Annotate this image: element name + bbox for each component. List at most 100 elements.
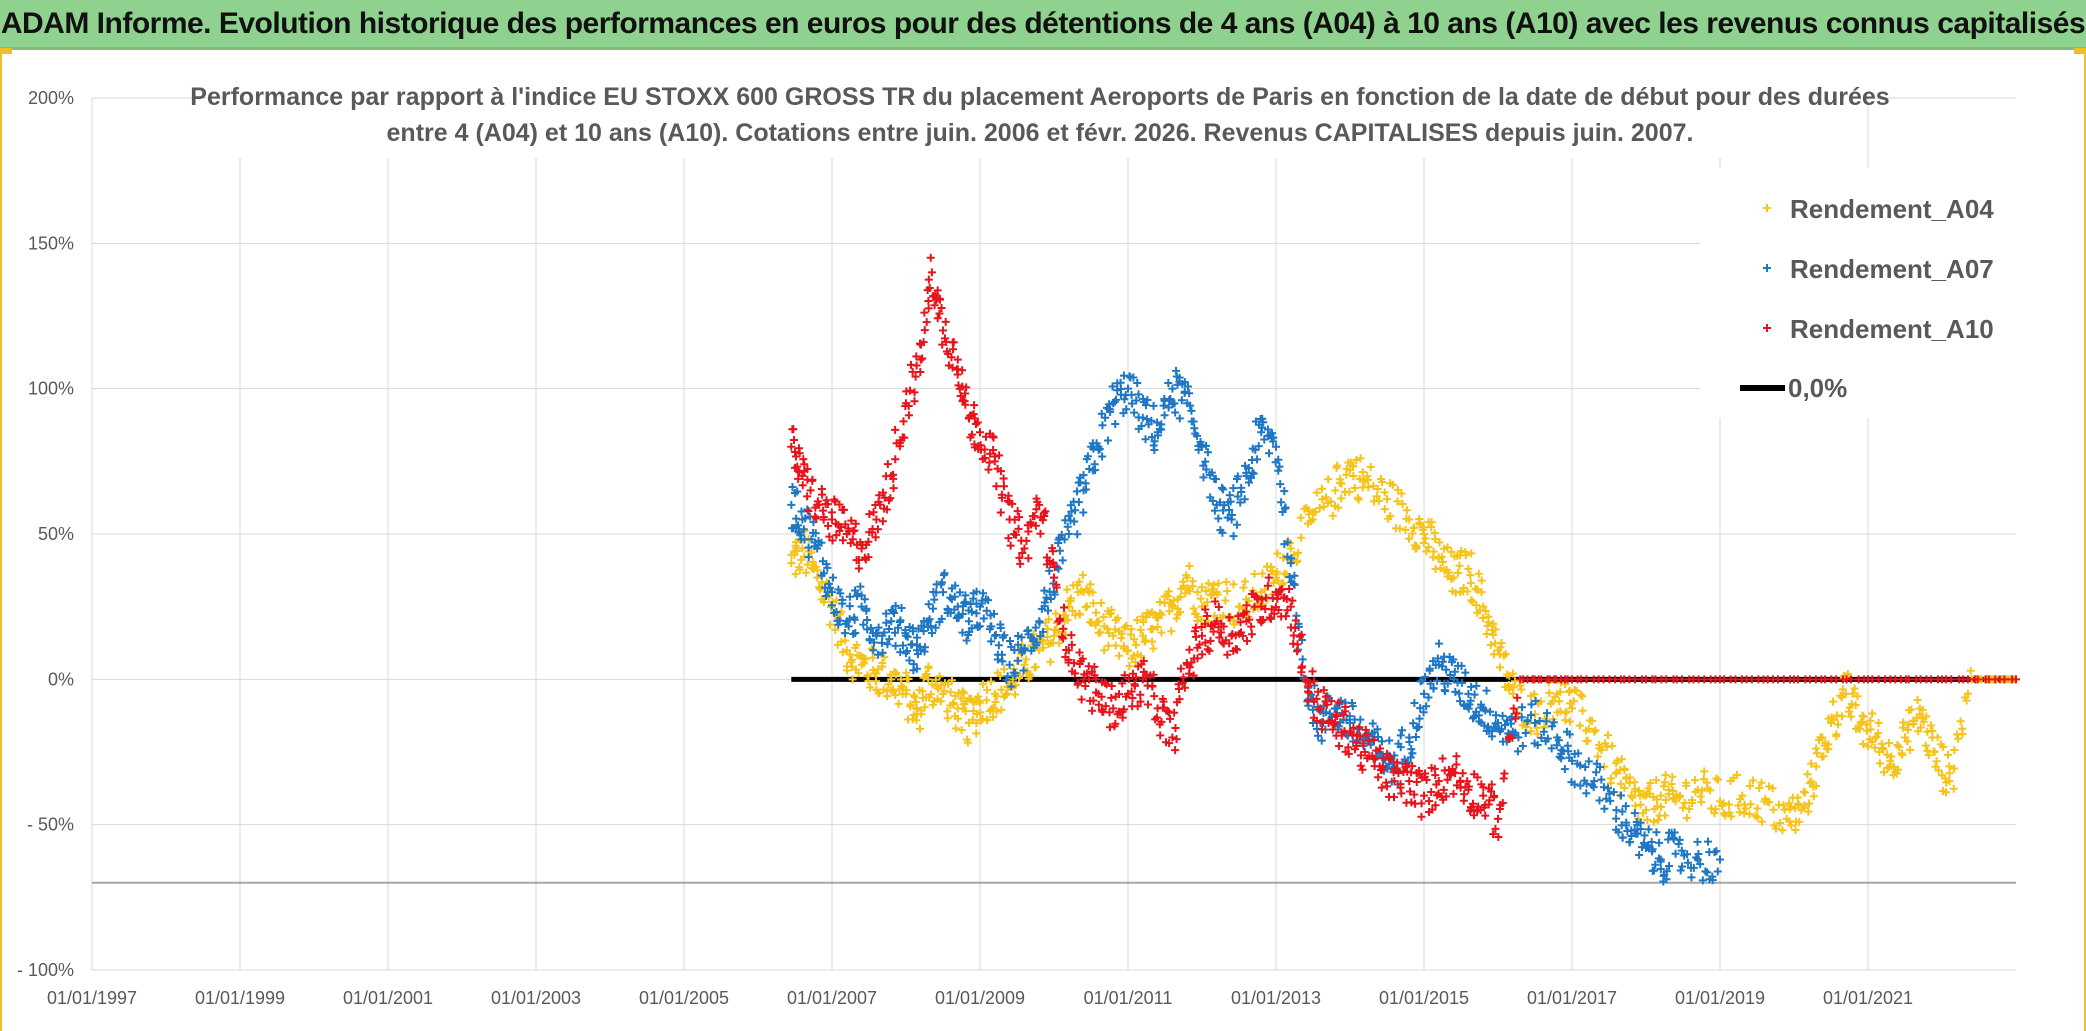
data-point: [1097, 598, 1106, 607]
data-point: [1484, 612, 1493, 621]
data-point: [883, 640, 892, 649]
data-point: [1111, 625, 1120, 634]
data-point: [1175, 414, 1184, 423]
data-point: [1236, 498, 1245, 507]
data-point: [926, 690, 935, 699]
data-point: [1973, 675, 1982, 684]
data-point: [1443, 543, 1452, 552]
data-point: [983, 685, 992, 694]
data-layer: [787, 253, 2020, 886]
data-point: [1421, 534, 1430, 543]
data-point: [1174, 680, 1183, 689]
data-point: [1786, 675, 1795, 684]
data-point: [1115, 651, 1124, 660]
data-point: [1696, 860, 1705, 869]
data-point: [845, 592, 854, 601]
data-point: [841, 629, 850, 638]
data-point: [1283, 552, 1292, 561]
data-point: [827, 601, 836, 610]
data-point: [1168, 733, 1177, 742]
y-tick-label: 150%: [28, 233, 74, 253]
data-point: [1958, 730, 1967, 739]
data-point: [1150, 437, 1159, 446]
data-point: [1257, 423, 1266, 432]
data-point: [1269, 579, 1278, 588]
data-point: [1641, 791, 1650, 800]
data-point: [1349, 471, 1358, 480]
data-point: [1565, 753, 1574, 762]
data-point: [1807, 777, 1816, 786]
data-point: [803, 464, 812, 473]
data-point: [1222, 578, 1231, 587]
data-point: [1857, 718, 1866, 727]
data-point: [1470, 712, 1479, 721]
data-point: [1572, 686, 1581, 695]
data-point: [1111, 641, 1120, 650]
data-point: [1030, 512, 1039, 521]
data-point: [794, 474, 803, 483]
data-point: [1694, 850, 1703, 859]
data-point: [899, 417, 908, 426]
data-point: [1608, 741, 1617, 750]
data-point: [1451, 687, 1460, 696]
data-point: [1690, 776, 1699, 785]
data-point: [1168, 384, 1177, 393]
data-point: [1157, 610, 1166, 619]
data-point: [1489, 793, 1498, 802]
data-point: [1137, 421, 1146, 430]
data-point: [854, 669, 863, 678]
data-point: [1081, 479, 1090, 488]
data-point: [956, 391, 965, 400]
data-point: [891, 691, 900, 700]
data-point: [1354, 495, 1363, 504]
data-point: [1165, 739, 1174, 748]
data-point: [1622, 821, 1631, 830]
data-point: [1612, 814, 1621, 823]
data-point: [890, 628, 899, 637]
data-point: [1201, 605, 1210, 614]
legend: Rendement_A04 Rendement_A07 Rendement_A10 0…: [1700, 168, 2020, 418]
data-point: [1051, 609, 1060, 618]
data-point: [1226, 497, 1235, 506]
data-point: [1157, 425, 1166, 434]
data-point: [933, 286, 942, 295]
data-point: [947, 676, 956, 685]
y-tick-label: 0%: [48, 669, 74, 689]
data-point: [1237, 483, 1246, 492]
data-point: [912, 633, 921, 642]
data-point: [1269, 437, 1278, 446]
data-point: [1612, 806, 1621, 815]
data-point: [1561, 716, 1570, 725]
chart-title-line: entre 4 (A04) et 10 ans (A10). Cotations…: [387, 119, 1694, 147]
data-point: [1489, 619, 1498, 628]
data-point: [1139, 618, 1148, 627]
data-point: [1655, 838, 1664, 847]
data-point: [1310, 677, 1319, 686]
data-point: [1480, 721, 1489, 730]
data-point: [1185, 669, 1194, 678]
data-point: [1169, 596, 1178, 605]
data-point: [1735, 808, 1744, 817]
data-point: [957, 694, 966, 703]
data-point: [1075, 648, 1084, 657]
data-point: [1219, 622, 1228, 631]
data-point: [1768, 784, 1777, 793]
data-point: [1427, 523, 1436, 532]
data-point: [1298, 662, 1307, 671]
data-point: [919, 338, 928, 347]
data-point: [1431, 535, 1440, 544]
data-point: [1285, 573, 1294, 582]
data-point: [795, 565, 804, 574]
data-point: [924, 304, 933, 313]
data-point: [1405, 737, 1414, 746]
data-point: [1118, 679, 1127, 688]
data-point: [1203, 598, 1212, 607]
data-point: [1356, 732, 1365, 741]
data-point: [1000, 631, 1009, 640]
data-point: [878, 648, 887, 657]
data-point: [1129, 651, 1138, 660]
chart-title: Performance par rapport à l'indice EU ST…: [190, 78, 1890, 158]
data-point: [1494, 814, 1502, 823]
data-point: [1665, 862, 1674, 871]
data-point: [1331, 486, 1340, 495]
